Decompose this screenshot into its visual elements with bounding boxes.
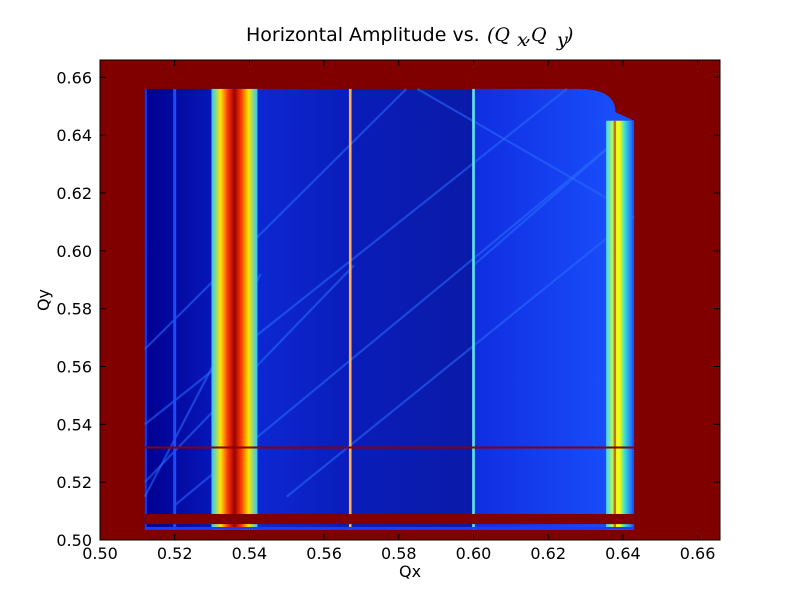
x-tick-label: 0.58	[381, 544, 417, 563]
x-tick-label: 0.64	[605, 544, 641, 563]
edge-core	[613, 120, 617, 530]
diagonal-line-2	[286, 215, 635, 498]
title-text: Horizontal Amplitude vs.	[246, 24, 480, 46]
x-tick-label: 0.56	[306, 544, 342, 563]
vertical-line-0	[173, 88, 177, 530]
y-tick-label: 0.56	[56, 358, 92, 377]
bottom-band	[144, 513, 635, 530]
x-tick-label: 0.50	[82, 544, 118, 563]
bottom-blue-strip	[144, 526, 635, 530]
vertical-line-3	[472, 88, 475, 530]
x-tick-label: 0.66	[680, 544, 716, 563]
region-left-edge	[144, 88, 147, 530]
region-middle	[238, 88, 474, 530]
x-tick-label: 0.62	[530, 544, 566, 563]
vertical-band-1	[211, 88, 258, 530]
y-tick-label: 0.58	[56, 300, 92, 319]
title-math-subscript-y: y	[556, 29, 568, 51]
chart-title: Horizontal Amplitude vs. (Q x ,Q y )	[246, 24, 573, 51]
y-tick-label: 0.64	[56, 126, 92, 145]
x-tick-label: 0.60	[456, 544, 492, 563]
y-axis-label: Qy	[34, 289, 53, 311]
y-tick-label: 0.60	[56, 242, 92, 261]
diagonal-line-3	[144, 88, 408, 350]
stability-edge	[606, 120, 633, 530]
resonance-verticals	[173, 88, 475, 530]
title-math-close: )	[565, 24, 573, 46]
y-axis-ticks: 0.50 0.52 0.54 0.56 0.58 0.60 0.62 0.64 0.66	[56, 68, 720, 550]
y-tick-label: 0.62	[56, 184, 92, 203]
diagonal-line-5	[472, 134, 624, 267]
title-math-subscript-x: x	[517, 29, 528, 51]
y-tick-label: 0.52	[56, 473, 92, 492]
x-axis-label: Qx	[399, 562, 421, 581]
x-tick-label: 0.54	[232, 544, 268, 563]
region-right	[473, 88, 635, 530]
bottom-red-strip	[144, 513, 635, 525]
edge-band	[606, 120, 633, 530]
y-tick-label: 0.54	[56, 415, 92, 434]
plot-area	[100, 60, 720, 540]
x-axis-ticks: 0.50 0.52 0.54 0.56 0.58 0.60 0.62 0.64 0.66	[82, 60, 715, 563]
y-tick-label: 0.66	[56, 68, 92, 87]
x-tick-label: 0.52	[157, 544, 193, 563]
title-math-open: (Q	[487, 24, 510, 46]
diagonal-line-6	[416, 87, 624, 209]
plot-frame	[99, 59, 721, 541]
y-tick-label: 0.50	[56, 531, 92, 550]
title-math-separator: ,Q	[525, 24, 547, 46]
data-region	[144, 88, 635, 530]
vertical-line-2	[348, 88, 352, 530]
